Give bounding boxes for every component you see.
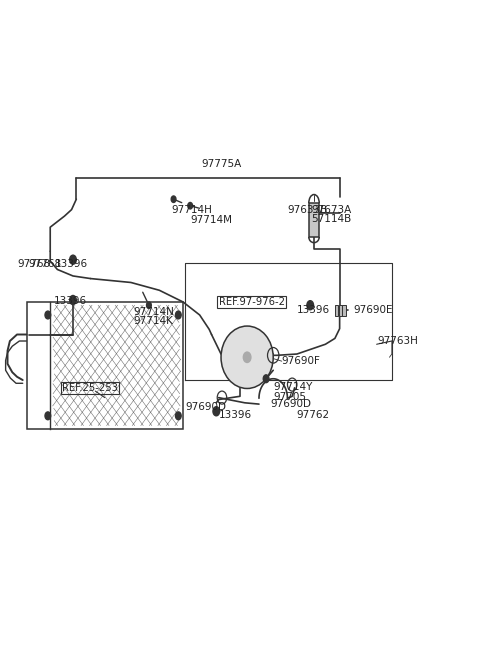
Text: 97714N: 97714N: [134, 307, 175, 317]
Circle shape: [70, 295, 76, 304]
Text: 97673A: 97673A: [311, 205, 351, 215]
Text: REF.97-976-2: REF.97-976-2: [219, 297, 285, 307]
Text: 13396: 13396: [55, 259, 88, 269]
Text: 97768: 97768: [17, 259, 50, 269]
Text: 97690E: 97690E: [353, 306, 393, 316]
Bar: [342, 305, 346, 316]
Text: 97775A: 97775A: [201, 159, 241, 169]
Text: 13396: 13396: [297, 306, 330, 316]
Text: REF.25-253: REF.25-253: [62, 383, 118, 393]
Circle shape: [188, 203, 192, 209]
Text: 97762: 97762: [296, 409, 329, 419]
Circle shape: [70, 255, 76, 264]
Text: 97690D: 97690D: [185, 402, 226, 413]
Circle shape: [213, 407, 219, 416]
Text: 13396: 13396: [219, 409, 252, 419]
Circle shape: [307, 300, 313, 310]
Circle shape: [243, 352, 251, 363]
Circle shape: [176, 412, 181, 420]
Text: 97714K: 97714K: [134, 316, 174, 327]
Text: 97690F: 97690F: [282, 356, 321, 366]
Circle shape: [171, 196, 176, 203]
Ellipse shape: [221, 326, 273, 388]
Bar: [26, 302, 183, 429]
Bar: [309, 203, 319, 237]
Text: 13396: 13396: [54, 297, 87, 306]
Circle shape: [45, 412, 51, 420]
Text: 97714M: 97714M: [190, 215, 232, 225]
Text: 57114B: 57114B: [311, 215, 351, 224]
Text: 97714Y: 97714Y: [273, 382, 312, 392]
Text: 97768: 97768: [29, 259, 62, 269]
Bar: [335, 305, 338, 316]
Text: 97714H: 97714H: [171, 205, 212, 215]
Circle shape: [263, 375, 269, 382]
Text: 97690D: 97690D: [271, 399, 312, 409]
Text: 97763H: 97763H: [378, 336, 419, 346]
Circle shape: [45, 311, 51, 319]
Text: 97705: 97705: [273, 392, 306, 402]
Circle shape: [146, 302, 151, 308]
Text: 97633B: 97633B: [288, 205, 328, 215]
Circle shape: [176, 311, 181, 319]
Bar: [339, 305, 342, 316]
